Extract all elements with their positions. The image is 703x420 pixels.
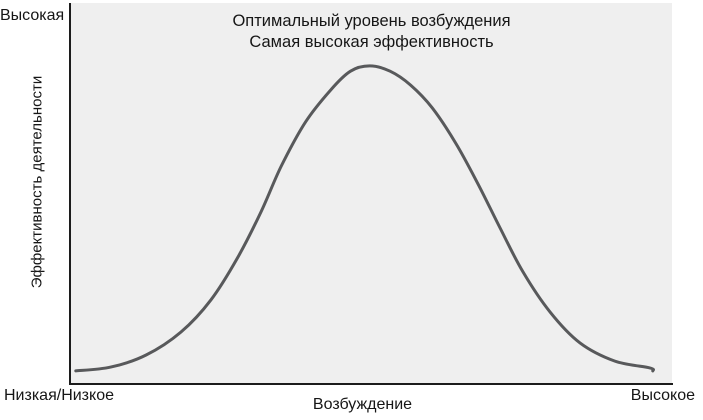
x-axis-title: Возбуждение <box>312 396 413 413</box>
peak-annotation: Оптимальный уровень возбуждения Самая вы… <box>71 11 672 53</box>
bell-curve-svg <box>74 64 655 373</box>
y-axis-line <box>69 3 71 385</box>
y-axis-max-tick-label: Высокая <box>0 7 65 24</box>
plot-area <box>71 3 672 383</box>
y-axis-title: Эффективность деятельности <box>28 75 46 289</box>
x-axis-max-tick-label: Высокое <box>630 387 695 404</box>
peak-annotation-line-1: Оптимальный уровень возбуждения <box>232 12 511 30</box>
x-axis-min-tick-label: Низкая/Низкое <box>4 387 114 404</box>
x-axis-line <box>69 383 673 385</box>
peak-annotation-line-2: Самая высокая эффективность <box>249 33 494 51</box>
performance-curve-line <box>74 64 655 373</box>
